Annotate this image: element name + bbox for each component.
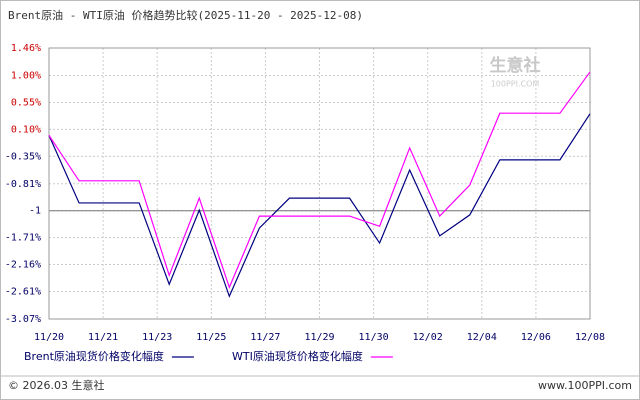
series-line xyxy=(48,113,591,298)
y-tick-label: -2.16% xyxy=(5,260,41,271)
series-line xyxy=(48,71,591,289)
y-tick-label: -1.71% xyxy=(5,233,41,244)
legend-label: Brent原油现货价格变化幅度 xyxy=(24,349,164,363)
x-tick-label: 12/04 xyxy=(467,332,497,343)
x-tick-label: 11/27 xyxy=(250,332,280,343)
x-tick-label: 11/23 xyxy=(142,332,172,343)
x-tick-label: 11/25 xyxy=(196,332,226,343)
y-tick-label: 1.00% xyxy=(11,71,41,82)
y-tick-label: -1 xyxy=(29,206,41,217)
watermark: 生意社 xyxy=(490,55,541,76)
y-tick-label: 1.46% xyxy=(11,43,41,54)
y-tick-label: 0.10% xyxy=(11,124,41,135)
y-tick-label: -0.81% xyxy=(5,179,41,190)
x-tick-label: 11/30 xyxy=(359,332,389,343)
chart-title: Brent原油 - WTI原油 价格趋势比较(2025-11-20 - 2025… xyxy=(8,8,363,22)
y-tick-label: 0.55% xyxy=(11,97,41,108)
watermark: 100PPI.COM xyxy=(491,80,540,89)
y-tick-label: -0.35% xyxy=(5,151,41,162)
footer-right: www.100PPI.com xyxy=(538,379,632,392)
x-tick-label: 11/29 xyxy=(304,332,334,343)
plot-border xyxy=(48,47,591,320)
footer-left: © 2026.03 生意社 xyxy=(8,378,104,392)
x-tick-label: 12/06 xyxy=(521,332,551,343)
y-tick-label: -3.07% xyxy=(5,314,41,325)
y-tick-label: -2.61% xyxy=(5,286,41,297)
x-tick-label: 12/02 xyxy=(413,332,443,343)
x-tick-label: 12/08 xyxy=(575,332,605,343)
x-tick-label: 11/21 xyxy=(88,332,118,343)
x-tick-label: 11/20 xyxy=(34,332,64,343)
legend-label: WTI原油现货价格变化幅度 xyxy=(232,349,363,363)
